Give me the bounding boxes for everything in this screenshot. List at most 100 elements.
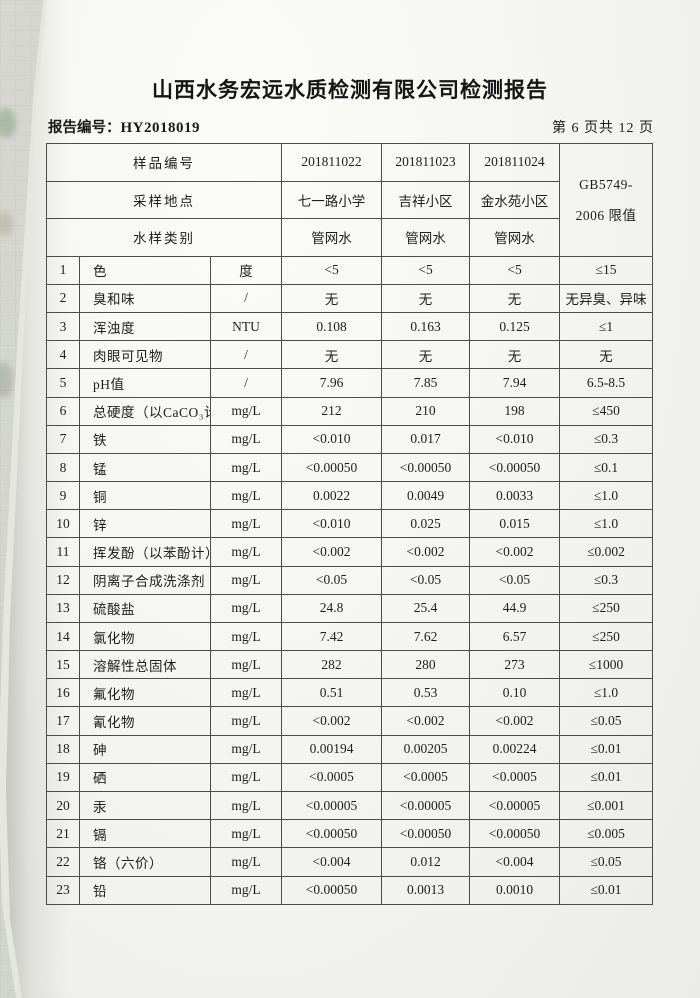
param-unit: mg/L <box>209 706 283 736</box>
limit-value: ≤0.01 <box>559 875 654 906</box>
ink-smudge <box>0 362 13 398</box>
table-row: 8 锰 mg/L <0.00050 <0.00050 <0.00050 ≤0.1 <box>46 452 654 483</box>
sample3-value: 0.00224 <box>469 734 561 764</box>
sample2-value: 0.0013 <box>381 875 471 906</box>
meta-row-location: 采样地点 七一路小学 吉祥小区 金水苑小区 <box>45 180 653 220</box>
param-unit: / <box>209 340 283 370</box>
table-row: 23 铅 mg/L <0.00050 0.0013 0.0010 ≤0.01 <box>46 875 654 906</box>
limit-value: ≤250 <box>559 621 654 652</box>
param-name: 浑浊度 <box>79 312 211 342</box>
param-unit: mg/L <box>209 734 283 764</box>
table-row: 1 色度 <5 <5 <5 ≤15 <box>46 255 654 285</box>
sample1-value: 0.00194 <box>281 734 383 764</box>
row-number: 10 <box>46 509 80 539</box>
ink-smudge <box>0 212 13 236</box>
row-number: 13 <box>46 593 80 623</box>
sample3-type: 管网水 <box>469 218 561 257</box>
param-name: 氰化物 <box>79 706 211 736</box>
sample1-value: <0.0005 <box>281 762 383 793</box>
sample2-number: 201811023 <box>381 143 471 182</box>
sample1-value: 0.108 <box>281 312 383 342</box>
param-name: 铜 <box>79 481 211 511</box>
sample2-value: 无 <box>381 340 471 370</box>
sample1-value: 无 <box>281 283 383 314</box>
sample1-value: <0.00050 <box>281 819 383 849</box>
param-name: 阴离子合成洗涤剂 <box>79 565 211 595</box>
limit-value: ≤250 <box>559 593 654 623</box>
sample1-number: 201811022 <box>281 143 383 182</box>
limit-value: ≤1 <box>559 312 654 342</box>
param-name: 硫酸盐 <box>79 593 211 623</box>
param-name: 氯化物 <box>79 621 211 652</box>
param-unit: mg/L <box>209 678 283 708</box>
sample3-value: <0.004 <box>469 847 561 877</box>
sample-location-label: 采样地点 <box>45 180 283 220</box>
row-number: 2 <box>46 283 80 314</box>
sample2-value: <0.002 <box>381 706 471 736</box>
param-unit: mg/L <box>209 396 283 426</box>
sample3-value: 273 <box>469 650 561 680</box>
sample1-value: 0.0022 <box>281 481 383 511</box>
param-unit: / <box>209 283 283 314</box>
sample2-value: <5 <box>381 255 471 285</box>
param-name: 铬（六价） <box>79 847 211 877</box>
report-number: 报告编号：HY2018019 <box>48 116 200 137</box>
row-number: 21 <box>46 819 80 849</box>
param-name: 肉眼可见物 <box>79 340 211 370</box>
sample1-location: 七一路小学 <box>281 180 383 220</box>
limit-value: ≤0.005 <box>559 819 654 849</box>
param-name: 汞 <box>79 790 211 821</box>
sample3-value: <0.010 <box>469 424 561 454</box>
sample3-value: 0.0010 <box>469 875 561 906</box>
sample2-type: 管网水 <box>381 218 471 257</box>
sample3-value: <0.0005 <box>469 762 561 793</box>
limit-value: ≤0.1 <box>559 452 654 483</box>
sample3-value: <0.002 <box>469 706 561 736</box>
param-name: 硒 <box>79 762 211 793</box>
sample3-number: 201811024 <box>469 143 561 182</box>
param-name: 铅 <box>79 875 211 906</box>
param-name: 锌 <box>79 509 211 539</box>
sample2-value: 无 <box>381 283 471 314</box>
row-number: 22 <box>46 847 80 877</box>
param-name: 锰 <box>79 452 211 483</box>
param-unit: / <box>209 368 283 398</box>
row-number: 18 <box>46 734 80 764</box>
report-number-value: HY2018019 <box>120 120 200 136</box>
sample3-value: <0.00050 <box>469 819 561 849</box>
report-meta-line: 报告编号：HY2018019 第 6 页共 12 页 <box>48 116 654 137</box>
sample-no-label: 样品编号 <box>45 143 283 182</box>
param-unit: NTU <box>209 312 283 342</box>
sample1-value: <0.002 <box>281 706 383 736</box>
param-unit: mg/L <box>209 819 283 849</box>
row-number: 20 <box>46 790 80 821</box>
row-number: 17 <box>46 706 80 736</box>
sample3-location: 金水苑小区 <box>469 180 561 220</box>
limit-value: ≤15 <box>559 255 654 285</box>
results-body: 1 色度 <5 <5 <5 ≤15 2 臭和味 / 无无无无异臭、异味 3 浑浊度 NTU 0.108 0.… <box>46 255 654 906</box>
limit-value: ≤1000 <box>559 650 654 680</box>
table-row: 21 镉 mg/L <0.00050 <0.00050 <0.00050 ≤0.005 <box>46 819 654 849</box>
param-unit: mg/L <box>209 593 283 623</box>
table-row: 16 氟化物 mg/L 0.51 0.53 0.10 ≤1.0 <box>46 678 654 708</box>
param-name: 挥发酚（以苯酚计） <box>79 537 211 567</box>
sample1-value: <0.00050 <box>281 452 383 483</box>
limit-value: 无 <box>559 340 654 370</box>
table-row: 12 阴离子合成洗涤剂 mg/L <0.05 <0.05 <0.05 ≤0.3 <box>46 565 654 595</box>
table-row: 2 臭和味 / 无无无无异臭、异味 <box>46 283 654 314</box>
table-row: 13 硫酸盐 mg/L 24.8 25.4 44.9 ≤250 <box>46 593 654 623</box>
sample3-value: 0.125 <box>469 312 561 342</box>
limit-value: ≤0.05 <box>559 847 654 877</box>
table-row: 7 铁 mg/L <0.010 0.017 <0.010 ≤0.3 <box>46 424 654 454</box>
row-number: 7 <box>46 424 80 454</box>
report-number-label: 报告编号： <box>48 120 121 136</box>
param-unit: mg/L <box>209 790 283 821</box>
sample1-value: 0.51 <box>281 678 383 708</box>
sample2-value: 280 <box>381 650 471 680</box>
param-unit: mg/L <box>209 565 283 595</box>
param-unit: mg/L <box>209 537 283 567</box>
row-number: 1 <box>46 255 80 285</box>
param-name: 氟化物 <box>79 678 211 708</box>
